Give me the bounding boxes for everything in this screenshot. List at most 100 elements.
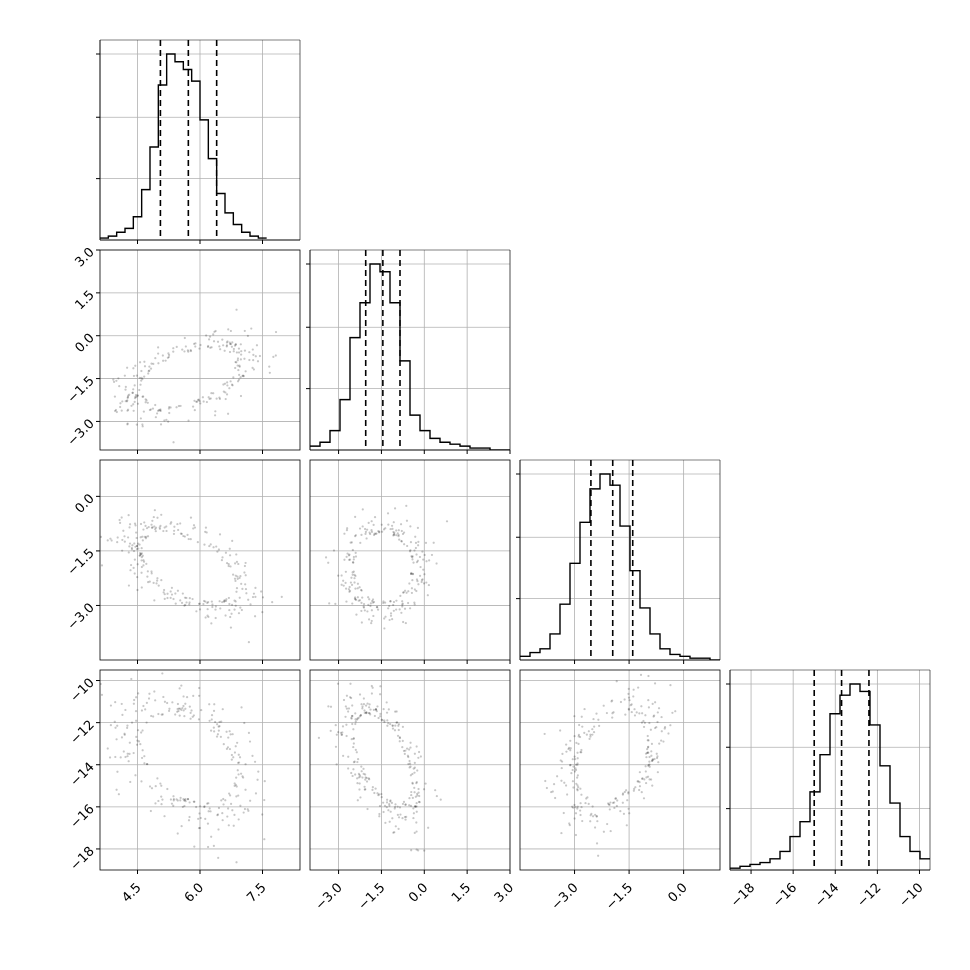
sample-point — [594, 813, 597, 816]
sample-point — [353, 760, 356, 763]
sample-point — [238, 364, 241, 367]
sample-point — [178, 687, 181, 690]
sample-point — [371, 686, 374, 689]
sample-point — [183, 798, 186, 802]
scatter-points — [317, 682, 442, 852]
sample-point — [186, 533, 189, 536]
sample-point — [597, 854, 600, 857]
x-tick-label: −10 — [897, 880, 927, 910]
sample-point — [646, 746, 650, 749]
x-tick-label: 7.5 — [244, 880, 269, 905]
sample-point — [354, 551, 357, 555]
sample-point — [247, 641, 250, 644]
sample-point — [638, 785, 642, 788]
density-layer — [585, 726, 641, 791]
sample-point — [627, 792, 630, 795]
sample-point — [132, 367, 135, 370]
sample-point — [360, 588, 363, 592]
sample-point — [556, 775, 559, 778]
sample-point — [409, 746, 412, 749]
panel-1-0: −3.0−1.50.01.53.0 — [65, 245, 301, 454]
sample-point — [127, 584, 131, 587]
sample-point — [642, 719, 645, 723]
sample-point — [129, 563, 133, 567]
sample-point — [217, 548, 221, 551]
sample-point — [352, 761, 356, 764]
sample-point — [348, 558, 352, 561]
sample-point — [248, 351, 251, 354]
sample-point — [409, 804, 413, 808]
sample-point — [625, 824, 628, 827]
sample-point — [427, 826, 430, 829]
sample-point — [408, 582, 411, 585]
sample-point — [225, 747, 229, 750]
sample-point — [133, 558, 136, 561]
sample-point — [397, 723, 401, 726]
sample-point — [583, 707, 586, 711]
sample-point — [397, 728, 400, 732]
sample-point — [117, 793, 120, 796]
sample-point — [240, 706, 243, 709]
sample-point — [180, 708, 183, 711]
sample-point — [352, 737, 355, 740]
sample-point — [351, 722, 354, 726]
sample-point — [611, 699, 614, 702]
sample-point — [576, 757, 579, 760]
sample-point — [394, 724, 397, 727]
sample-point — [223, 349, 226, 352]
sample-point — [224, 614, 227, 617]
sample-point — [217, 729, 220, 732]
sample-point — [392, 533, 396, 536]
sample-point — [206, 845, 210, 849]
sample-point — [142, 528, 145, 531]
sample-point — [232, 347, 235, 351]
sample-point — [254, 355, 257, 358]
sample-point — [405, 815, 408, 818]
sample-point — [222, 383, 225, 386]
sample-point — [415, 782, 418, 785]
sample-point — [392, 831, 395, 834]
sample-point — [354, 748, 357, 751]
density-layer — [372, 555, 393, 580]
sample-point — [647, 764, 650, 767]
sample-point — [361, 776, 364, 779]
sample-point — [234, 783, 237, 786]
density-layer — [131, 335, 246, 419]
sample-point — [369, 532, 372, 536]
sample-point — [579, 809, 582, 812]
sample-point — [657, 707, 661, 710]
sample-point — [623, 790, 626, 794]
sample-point — [585, 733, 588, 736]
sample-point — [252, 368, 256, 371]
sample-point — [361, 525, 364, 528]
sample-point — [349, 581, 352, 584]
sample-point — [209, 397, 212, 400]
sample-point — [244, 574, 247, 577]
sample-point — [228, 608, 231, 612]
sample-point — [138, 543, 141, 546]
sample-point — [196, 400, 199, 403]
sample-point — [365, 712, 368, 715]
histogram-line-0 — [100, 53, 267, 239]
sample-point — [141, 425, 144, 428]
sample-point — [135, 395, 138, 399]
sample-point — [127, 394, 130, 397]
sample-point — [224, 799, 227, 802]
sample-point — [646, 775, 650, 778]
sample-point — [372, 523, 375, 526]
sample-point — [359, 541, 362, 544]
sample-point — [387, 809, 390, 812]
sample-point — [106, 747, 109, 750]
sample-point — [235, 590, 238, 593]
sample-point — [235, 785, 238, 788]
sample-point — [113, 409, 117, 413]
sample-point — [126, 366, 129, 369]
y-tick-label: 3.0 — [72, 245, 97, 270]
panel-frame — [519, 669, 721, 871]
sample-point — [641, 777, 644, 780]
panel-frame — [309, 459, 511, 661]
sample-point — [350, 583, 354, 586]
sample-point — [329, 705, 333, 708]
sample-point — [638, 712, 641, 715]
sample-point — [229, 802, 233, 805]
